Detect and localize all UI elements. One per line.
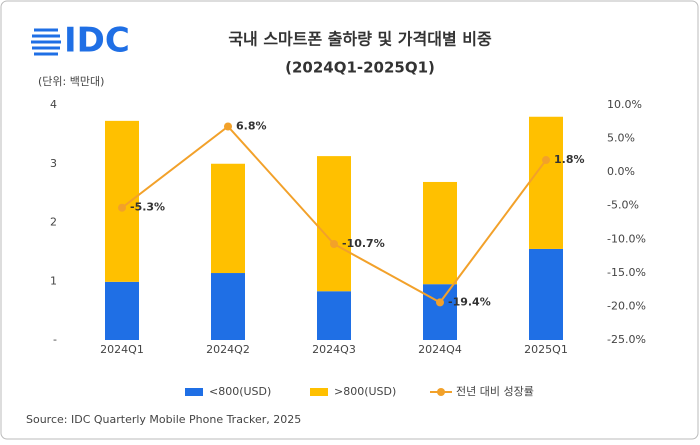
legend-label: 전년 대비 성장률 [456, 385, 534, 398]
y-tick-label: - [53, 333, 57, 346]
x-tick-label: 2024Q2 [206, 343, 250, 356]
x-tick-label: 2024Q3 [312, 343, 356, 356]
y2-tick-label: 0.0% [607, 165, 635, 178]
bar [317, 156, 351, 292]
y2-tick-label: -5.0% [607, 199, 639, 212]
chart-title: 국내 스마트폰 출하량 및 가격대별 비중 [228, 30, 492, 49]
legend-swatch [185, 388, 203, 396]
legend-label: >800(USD) [334, 385, 396, 398]
source: Source: IDC Quarterly Mobile Phone Track… [26, 413, 301, 426]
y2-tick-label: -10.0% [607, 232, 646, 245]
legend-label: <800(USD) [209, 385, 271, 398]
bar [211, 273, 245, 340]
x-tick-label: 2024Q1 [100, 343, 144, 356]
y-tick-label: 2 [50, 216, 57, 229]
legend-swatch [310, 388, 328, 396]
bar [211, 163, 245, 274]
line-marker [224, 122, 232, 131]
data-label: -5.3% [130, 201, 165, 214]
bar [317, 291, 351, 340]
line-marker [542, 156, 550, 165]
bar [423, 181, 457, 285]
legend-swatch [437, 388, 445, 396]
line-marker [436, 298, 444, 307]
y2-tick-label: -15.0% [607, 266, 646, 279]
chart-subtitle: (2024Q1-2025Q1) [285, 59, 435, 77]
unit-label: (단위: 백만대) [38, 75, 104, 88]
bar [529, 248, 563, 340]
data-label: -19.4% [448, 295, 491, 308]
line-marker [118, 203, 126, 212]
y-tick-label: 4 [50, 98, 57, 111]
y2-tick-label: -25.0% [607, 333, 646, 346]
y2-tick-label: 10.0% [607, 98, 642, 111]
x-tick-label: 2025Q1 [524, 343, 568, 356]
x-tick-label: 2024Q4 [418, 343, 462, 356]
logo: IDC [64, 21, 130, 61]
bar [423, 284, 457, 340]
line-marker [330, 239, 338, 248]
logo-globe [31, 28, 61, 56]
bar [105, 281, 139, 340]
y-tick-label: 1 [50, 274, 57, 287]
bar [529, 116, 563, 249]
data-label: -10.7% [342, 237, 385, 250]
bar [105, 120, 139, 282]
data-label: 1.8% [554, 153, 585, 166]
y2-tick-label: -20.0% [607, 299, 646, 312]
y-tick-label: 3 [50, 157, 57, 170]
y2-tick-label: 5.0% [607, 132, 635, 145]
data-label: 6.8% [236, 119, 267, 132]
